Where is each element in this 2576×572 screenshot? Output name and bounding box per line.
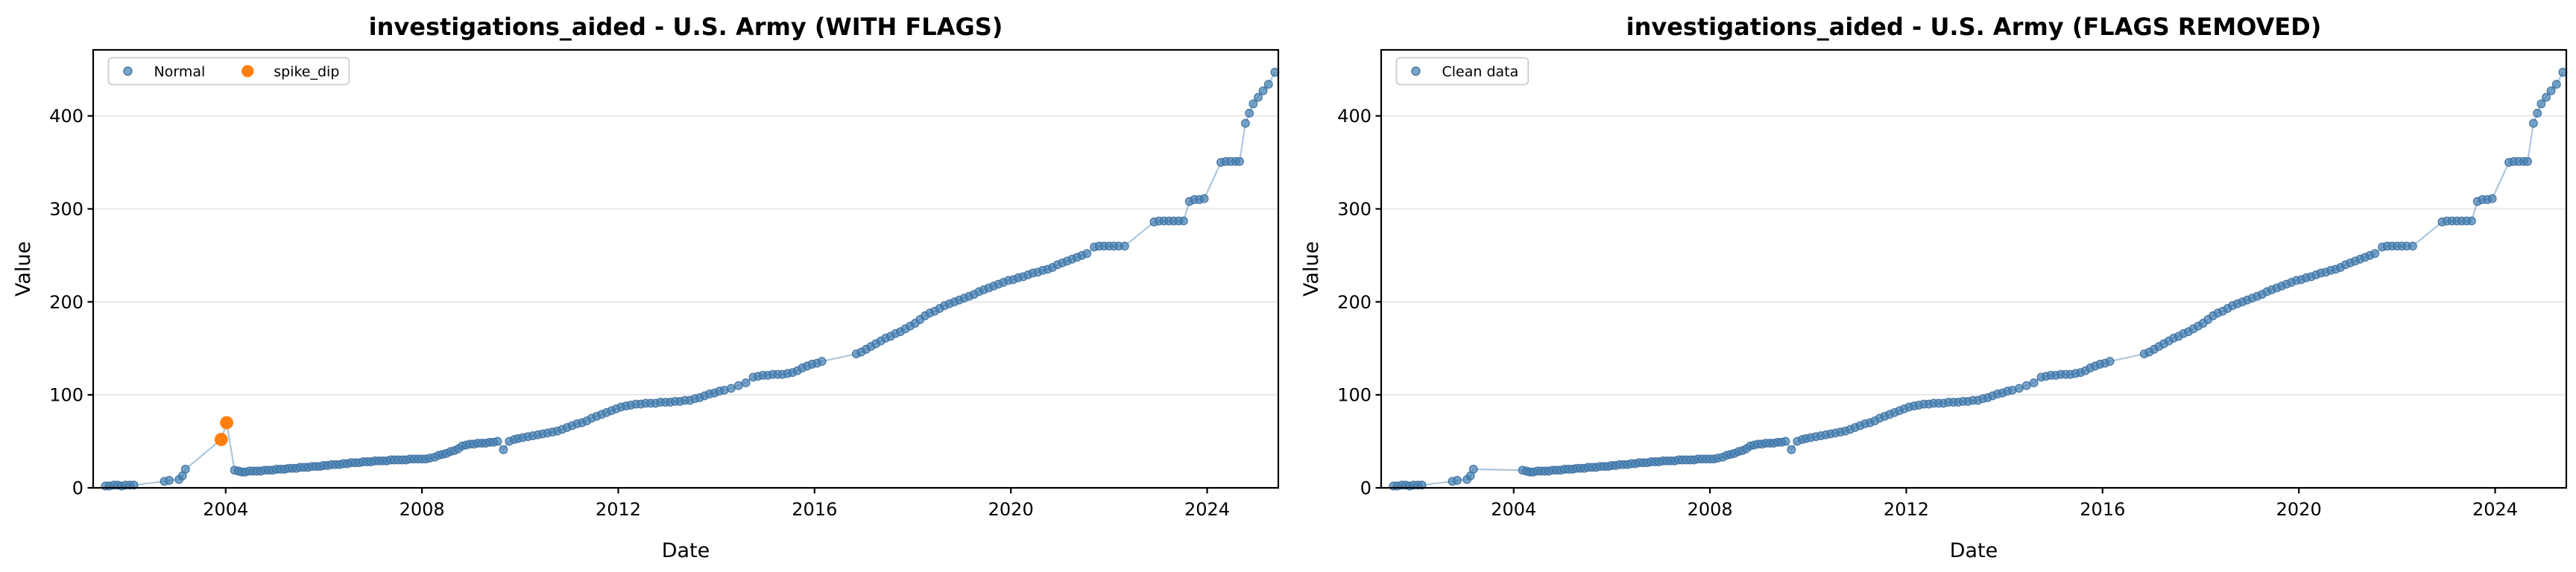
- svg-text:2024: 2024: [2472, 499, 2518, 520]
- legend-marker-spike-dip: [242, 65, 254, 77]
- legend: Normal spike_dip: [107, 57, 350, 86]
- svg-text:2016: 2016: [2080, 499, 2125, 520]
- trend-line: [1393, 72, 2564, 487]
- svg-text:200: 200: [1337, 292, 1371, 313]
- y-axis-ticks: 0 100 200 300 400: [1337, 106, 1381, 499]
- y-axis-label: Value: [12, 241, 35, 296]
- svg-text:100: 100: [49, 385, 83, 406]
- trend-line: [105, 72, 1276, 487]
- legend-marker-clean-data: [1411, 66, 1421, 76]
- svg-text:2020: 2020: [2276, 499, 2322, 520]
- legend: Clean data: [1395, 57, 1530, 86]
- svg-text:400: 400: [1337, 106, 1371, 127]
- chart-title: investigations_aided - U.S. Army (WITH F…: [369, 13, 1003, 41]
- svg-text:2016: 2016: [792, 499, 837, 520]
- plot-area: 2004 2008 2012 2016 2020 2024 0 100 200 300 400 Cle…: [1337, 48, 2568, 520]
- svg-text:2008: 2008: [1688, 499, 1733, 520]
- svg-text:0: 0: [1360, 478, 1371, 499]
- plot-area: 2004 2008 2012 2016 2020 2024 0 100 200 300 400 Nor…: [49, 48, 1280, 520]
- grid-lines: [93, 115, 1278, 396]
- svg-text:300: 300: [49, 199, 83, 220]
- legend-label-normal: Normal: [154, 64, 206, 80]
- svg-text:2004: 2004: [203, 499, 248, 520]
- x-axis-label: Date: [662, 539, 710, 562]
- chart-title: investigations_aided - U.S. Army (FLAGS …: [1626, 13, 2322, 41]
- svg-text:2008: 2008: [400, 499, 445, 520]
- y-axis-label: Value: [1300, 241, 1323, 296]
- svg-text:400: 400: [49, 106, 83, 127]
- legend-item-normal: Normal: [123, 64, 206, 80]
- series-clean-data: [1389, 68, 2568, 491]
- legend-label-spike-dip: spike_dip: [274, 64, 339, 80]
- series-spike-dip: [214, 416, 234, 447]
- svg-text:2012: 2012: [596, 499, 641, 520]
- svg-text:0: 0: [72, 478, 83, 499]
- legend-item-clean-data: Clean data: [1411, 64, 1519, 80]
- x-axis-label: Date: [1950, 539, 1998, 562]
- svg-text:200: 200: [49, 292, 83, 313]
- svg-text:100: 100: [1337, 385, 1371, 406]
- svg-text:2012: 2012: [1884, 499, 1929, 520]
- svg-text:2024: 2024: [1184, 499, 1230, 520]
- legend-marker-normal: [123, 66, 133, 76]
- chart-flags-removed: investigations_aided - U.S. Army (FLAGS …: [1300, 13, 2568, 562]
- x-axis-ticks: 2004 2008 2012 2016 2020 2024: [1491, 488, 2518, 520]
- svg-text:300: 300: [1337, 199, 1371, 220]
- legend-item-spike-dip: spike_dip: [242, 64, 339, 80]
- series-normal: [101, 68, 1280, 491]
- chart-with-flags: investigations_aided - U.S. Army (WITH F…: [12, 13, 1280, 562]
- axes-border: [1380, 48, 2568, 489]
- svg-text:2004: 2004: [1491, 499, 1536, 520]
- axes-border: [92, 48, 1280, 489]
- svg-text:2020: 2020: [988, 499, 1034, 520]
- grid-lines: [1381, 115, 2566, 396]
- y-axis-ticks: 0 100 200 300 400: [49, 106, 93, 499]
- legend-label-clean-data: Clean data: [1442, 64, 1519, 80]
- x-axis-ticks: 2004 2008 2012 2016 2020 2024: [203, 488, 1230, 520]
